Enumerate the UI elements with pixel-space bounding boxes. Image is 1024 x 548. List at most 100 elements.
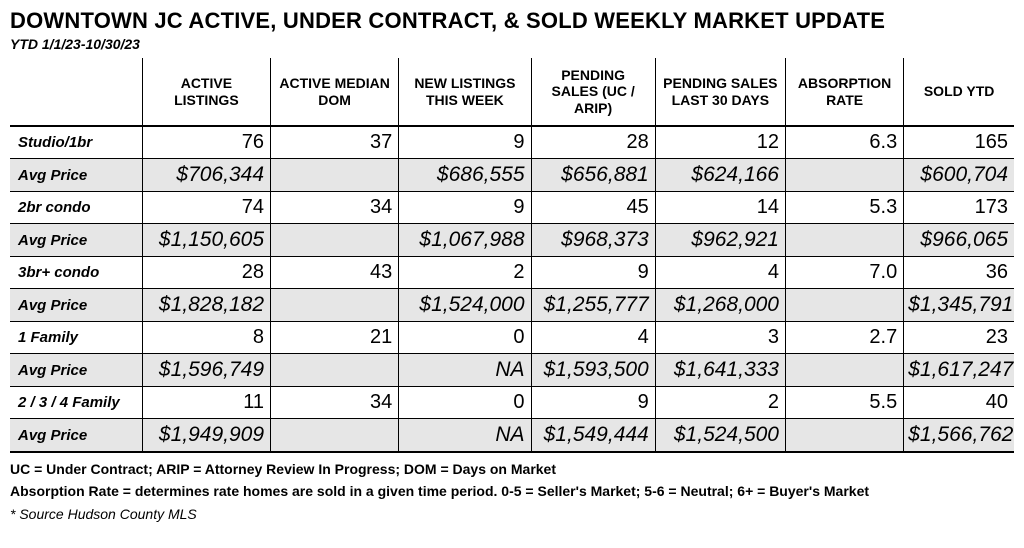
- price-cell: $1,268,000: [655, 289, 785, 322]
- data-cell: 34: [271, 192, 399, 224]
- avg-price-label: Avg Price: [10, 289, 142, 322]
- table-row: 3br+ condo28432947.036: [10, 257, 1014, 289]
- data-cell: 0: [399, 387, 531, 419]
- data-cell: 0: [399, 322, 531, 354]
- page-subtitle: YTD 1/1/23-10/30/23: [10, 36, 1014, 52]
- avg-price-label: Avg Price: [10, 419, 142, 453]
- data-cell: 2: [655, 387, 785, 419]
- data-cell: 5.3: [785, 192, 903, 224]
- price-cell: $1,593,500: [531, 354, 655, 387]
- row-label: 3br+ condo: [10, 257, 142, 289]
- data-cell: 34: [271, 387, 399, 419]
- row-label: 2 / 3 / 4 Family: [10, 387, 142, 419]
- price-cell: $1,596,749: [142, 354, 270, 387]
- price-cell: $968,373: [531, 224, 655, 257]
- price-cell: [785, 224, 903, 257]
- row-label: Studio/1br: [10, 126, 142, 159]
- table-header-row: ACTIVE LISTINGS ACTIVE MEDIAN DOM NEW LI…: [10, 58, 1014, 126]
- price-cell: NA: [399, 419, 531, 453]
- col-header: ACTIVE MEDIAN DOM: [271, 58, 399, 126]
- row-label: 1 Family: [10, 322, 142, 354]
- col-header: PENDING SALES (UC / ARIP): [531, 58, 655, 126]
- data-cell: 21: [271, 322, 399, 354]
- price-cell: $1,549,444: [531, 419, 655, 453]
- data-cell: 12: [655, 126, 785, 159]
- data-cell: 3: [655, 322, 785, 354]
- data-cell: 28: [531, 126, 655, 159]
- price-cell: $1,067,988: [399, 224, 531, 257]
- data-cell: 9: [399, 192, 531, 224]
- price-cell: $962,921: [655, 224, 785, 257]
- data-cell: 9: [531, 257, 655, 289]
- price-cell: $1,641,333: [655, 354, 785, 387]
- price-cell: [271, 354, 399, 387]
- table-row: Avg Price$1,596,749 NA$1,593,500$1,641,33…: [10, 354, 1014, 387]
- data-cell: 76: [142, 126, 270, 159]
- data-cell: 4: [655, 257, 785, 289]
- row-label: 2br condo: [10, 192, 142, 224]
- price-cell: $1,566,762: [904, 419, 1014, 453]
- data-cell: 23: [904, 322, 1014, 354]
- table-row: 2 / 3 / 4 Family11340925.540: [10, 387, 1014, 419]
- data-cell: 2: [399, 257, 531, 289]
- price-cell: $686,555: [399, 159, 531, 192]
- col-header: PENDING SALES LAST 30 DAYS: [655, 58, 785, 126]
- price-cell: [785, 289, 903, 322]
- table-row: 2br condo7434945145.3173: [10, 192, 1014, 224]
- price-cell: $1,524,500: [655, 419, 785, 453]
- price-cell: [271, 419, 399, 453]
- data-cell: 8: [142, 322, 270, 354]
- col-header: SOLD YTD: [904, 58, 1014, 126]
- table-row: Avg Price$1,150,605$1,067,988$968,373$96…: [10, 224, 1014, 257]
- price-cell: $1,524,000: [399, 289, 531, 322]
- data-cell: 11: [142, 387, 270, 419]
- avg-price-label: Avg Price: [10, 354, 142, 387]
- price-cell: [271, 289, 399, 322]
- table-row: Avg Price$706,344 $686,555$656,881$624,16…: [10, 159, 1014, 192]
- price-cell: $966,065: [904, 224, 1014, 257]
- price-cell: [271, 159, 399, 192]
- data-cell: 165: [904, 126, 1014, 159]
- price-cell: $1,949,909: [142, 419, 270, 453]
- price-cell: $1,617,247: [904, 354, 1014, 387]
- page-title: DOWNTOWN JC ACTIVE, UNDER CONTRACT, & SO…: [10, 8, 1014, 34]
- data-cell: 43: [271, 257, 399, 289]
- data-cell: 74: [142, 192, 270, 224]
- table-row: Avg Price$1,949,909 NA$1,549,444$1,524,50…: [10, 419, 1014, 453]
- data-cell: 9: [531, 387, 655, 419]
- avg-price-label: Avg Price: [10, 159, 142, 192]
- price-cell: $656,881: [531, 159, 655, 192]
- price-cell: NA: [399, 354, 531, 387]
- data-cell: 4: [531, 322, 655, 354]
- data-cell: 28: [142, 257, 270, 289]
- data-cell: 40: [904, 387, 1014, 419]
- price-cell: $1,150,605: [142, 224, 270, 257]
- price-cell: [785, 354, 903, 387]
- avg-price-label: Avg Price: [10, 224, 142, 257]
- table-row: Avg Price$1,828,182$1,524,000$1,255,777$…: [10, 289, 1014, 322]
- table-row: 1 Family8210432.723: [10, 322, 1014, 354]
- data-cell: 14: [655, 192, 785, 224]
- price-cell: [271, 224, 399, 257]
- price-cell: $1,345,791: [904, 289, 1014, 322]
- col-header: [10, 58, 142, 126]
- data-cell: 9: [399, 126, 531, 159]
- price-cell: $624,166: [655, 159, 785, 192]
- col-header: ACTIVE LISTINGS: [142, 58, 270, 126]
- price-cell: $1,255,777: [531, 289, 655, 322]
- price-cell: $1,828,182: [142, 289, 270, 322]
- col-header: NEW LISTINGS THIS WEEK: [399, 58, 531, 126]
- data-cell: 173: [904, 192, 1014, 224]
- data-cell: 45: [531, 192, 655, 224]
- col-header: ABSORPTION RATE: [785, 58, 903, 126]
- data-cell: 7.0: [785, 257, 903, 289]
- table-row: Studio/1br7637928126.3165: [10, 126, 1014, 159]
- data-cell: 36: [904, 257, 1014, 289]
- table-footer: UC = Under Contract; ARIP = Attorney Rev…: [10, 459, 1014, 526]
- price-cell: $706,344: [142, 159, 270, 192]
- price-cell: [785, 159, 903, 192]
- price-cell: $600,704: [904, 159, 1014, 192]
- footer-source: * Source Hudson County MLS: [10, 504, 1014, 526]
- data-cell: 6.3: [785, 126, 903, 159]
- price-cell: [785, 419, 903, 453]
